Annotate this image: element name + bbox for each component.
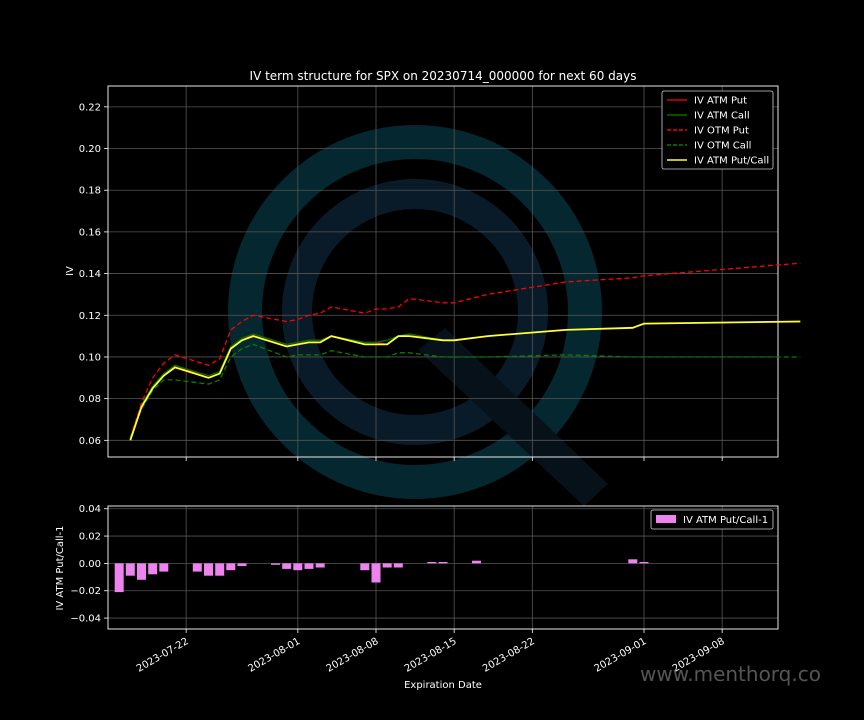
bar — [438, 562, 448, 564]
watermark-text: www.menthorq.co — [640, 662, 821, 686]
bar — [125, 563, 135, 576]
top-series — [129, 262, 801, 441]
bottom-ytick-label: 0.00 — [79, 559, 101, 570]
legend-label: IV ATM Put — [694, 96, 747, 107]
legend-label: IV ATM Put/Call-1 — [683, 515, 768, 526]
chart-title: IV term structure for SPX on 20230714_00… — [250, 69, 637, 83]
top-ytick-label: 0.10 — [79, 352, 101, 363]
top-ytick-label: 0.08 — [79, 394, 101, 405]
bar — [427, 562, 437, 564]
bottom-ytick-label: −0.02 — [70, 586, 101, 597]
bar — [371, 563, 381, 583]
top-ytick-label: 0.14 — [79, 269, 101, 280]
top-ytick-label: 0.22 — [79, 102, 101, 113]
bar — [137, 563, 146, 580]
bar — [315, 563, 325, 568]
bar — [293, 563, 303, 571]
top-ytick-label: 0.12 — [79, 311, 101, 322]
bar — [192, 563, 202, 572]
bottom-yticks: −0.04 −0.02 0.00 0.02 0.04 — [70, 504, 108, 625]
top-grid — [108, 86, 778, 461]
bar — [360, 563, 370, 571]
bar — [382, 563, 392, 568]
bar — [215, 563, 225, 576]
bar — [282, 563, 292, 569]
top-plot-frame — [107, 85, 779, 458]
bar — [472, 560, 481, 564]
bottom-legend: IV ATM Put/Call-1 — [650, 509, 774, 530]
bottom-xlabel: Expiration Date — [404, 680, 482, 691]
top-ylabel: IV — [65, 266, 76, 276]
top-ytick-label: 0.06 — [79, 436, 101, 447]
legend-swatch — [656, 515, 676, 523]
bar — [148, 563, 158, 575]
top-legend-box — [661, 90, 774, 170]
top-ytick-label: 0.18 — [79, 186, 101, 197]
bottom-ytick-label: 0.02 — [79, 532, 101, 543]
top-yticks: 0.06 0.08 0.10 0.12 0.14 0.16 0.18 0.20 0.22 — [79, 102, 108, 447]
bottom-bars — [114, 559, 649, 593]
series-line — [129, 320, 801, 441]
bar — [639, 562, 649, 564]
series-line — [129, 262, 801, 439]
top-ytick-label: 0.16 — [79, 227, 101, 238]
bar — [237, 563, 247, 567]
top-ytick-label: 0.20 — [79, 144, 101, 155]
bottom-ytick-label: 0.04 — [79, 504, 101, 515]
bar — [114, 563, 124, 593]
legend-label: IV ATM Call — [694, 111, 750, 122]
bar — [628, 559, 638, 564]
top-legend: IV ATM Put IV ATM Call IV OTM Put IV OTM Ca… — [661, 90, 774, 170]
bar — [226, 563, 236, 571]
bottom-plot-frame — [107, 505, 779, 630]
bar — [271, 563, 280, 565]
bar — [304, 563, 314, 569]
bottom-legend-box — [650, 509, 774, 530]
legend-label: IV OTM Call — [694, 141, 751, 152]
bar — [159, 563, 169, 572]
legend-label: IV ATM Put/Call — [694, 156, 769, 167]
bar — [393, 563, 403, 568]
bar — [204, 563, 213, 576]
bottom-ylabel: IV ATM Put/Call-1 — [55, 525, 66, 610]
logo-watermark — [228, 125, 608, 506]
legend-label: IV OTM Put — [694, 126, 749, 137]
series-line — [129, 343, 801, 439]
bottom-ytick-label: −0.04 — [70, 614, 101, 625]
